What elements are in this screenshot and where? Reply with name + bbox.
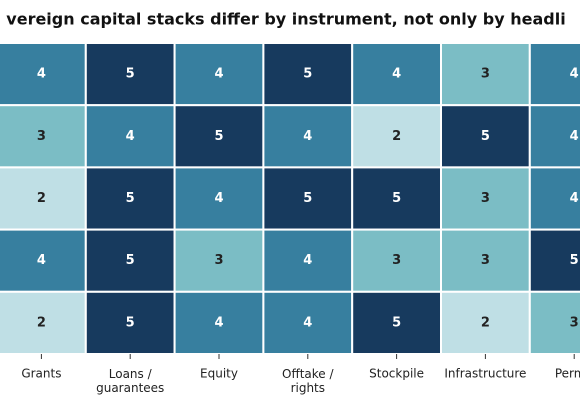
heatmap-cell <box>262 42 354 107</box>
cell-label: 3 <box>392 253 401 268</box>
cell-label: 3 <box>37 129 46 144</box>
heatmap-cell <box>173 104 265 169</box>
cell-label: 5 <box>481 129 490 144</box>
x-tick-label: Equity <box>200 367 238 381</box>
cell-label: 4 <box>214 67 223 82</box>
cell-label: 3 <box>481 253 490 268</box>
x-tick-label: Infrastructure <box>444 367 526 381</box>
cell-label: 5 <box>126 191 135 206</box>
heatmap-cell <box>351 166 443 231</box>
cell-label: 4 <box>392 67 401 82</box>
cell-label: 4 <box>126 129 135 144</box>
x-tick-label: Permit <box>555 367 580 381</box>
cell-label: 4 <box>37 67 46 82</box>
heatmap-cell <box>351 104 443 169</box>
heatmap-cell <box>262 228 354 293</box>
cell-label: 5 <box>570 253 579 268</box>
heatmap-cell <box>173 290 265 355</box>
heatmap-cell <box>84 166 176 231</box>
cell-label: 3 <box>481 67 490 82</box>
cell-label: 3 <box>570 315 579 330</box>
heatmap-cell <box>84 42 176 107</box>
chart-title: vereign capital stacks differ by instrum… <box>6 10 565 29</box>
cell-label: 4 <box>214 315 223 330</box>
x-tick-label: Stockpile <box>369 367 424 381</box>
cell-label: 5 <box>126 315 135 330</box>
cell-label: 2 <box>481 315 490 330</box>
cell-label: 5 <box>303 191 312 206</box>
heatmap-cell <box>173 228 265 293</box>
heatmap-cell <box>84 228 176 293</box>
cell-label: 4 <box>303 129 312 144</box>
cell-label: 5 <box>303 67 312 82</box>
cell-label: 4 <box>303 315 312 330</box>
x-tick-label: Offtake / rights <box>282 367 334 395</box>
cell-label: 2 <box>37 191 46 206</box>
cell-label: 3 <box>214 253 223 268</box>
cell-label: 5 <box>126 67 135 82</box>
heatmap-cell <box>351 290 443 355</box>
cell-label: 5 <box>392 315 401 330</box>
x-tick-label: Loans / guarantees <box>96 367 164 395</box>
heatmap-cell <box>351 42 443 107</box>
cell-label: 2 <box>392 129 401 144</box>
cell-label: 5 <box>214 129 223 144</box>
heatmap-cell <box>262 290 354 355</box>
cell-label: 5 <box>392 191 401 206</box>
cell-label: 4 <box>570 191 579 206</box>
cell-label: 4 <box>37 253 46 268</box>
cell-label: 4 <box>303 253 312 268</box>
heatmap-cell <box>262 166 354 231</box>
cell-label: 2 <box>37 315 46 330</box>
cell-label: 3 <box>481 191 490 206</box>
cell-label: 4 <box>570 129 579 144</box>
heatmap-cell <box>440 104 531 169</box>
heatmap-cell <box>528 290 580 355</box>
cell-label: 5 <box>126 253 135 268</box>
x-tick-label: Grants <box>21 367 61 381</box>
cell-label: 4 <box>214 191 223 206</box>
heatmap-cell <box>440 228 531 293</box>
cell-label: 4 <box>570 67 579 82</box>
